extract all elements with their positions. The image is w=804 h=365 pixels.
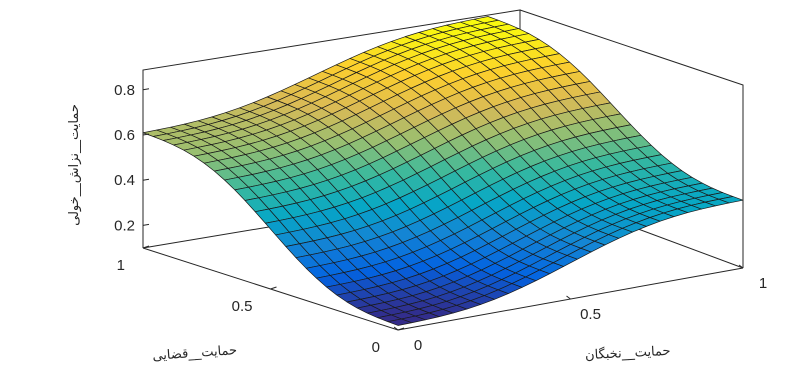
- back-pane-right: [519, 9, 744, 268]
- z-tick-label: 0.6: [114, 127, 135, 144]
- x-tick-mark: [566, 295, 571, 300]
- x-tick-label: 0: [414, 337, 422, 354]
- x-axis-label: حمایت__نخبگان: [585, 343, 671, 363]
- x-tick-mark: [393, 326, 399, 331]
- y-tick-label: 0.5: [232, 298, 253, 315]
- z-tick-mark: [142, 178, 150, 181]
- y-tick-mark: [397, 327, 405, 331]
- x-tick-label: 1: [759, 275, 767, 292]
- surface-mesh: [142, 16, 744, 326]
- surface-cell: [718, 196, 744, 204]
- x-tick-mark: [738, 264, 744, 269]
- z-tick-mark: [142, 133, 150, 136]
- z-axis-label: حمایت__نزاش__خولی: [67, 104, 82, 226]
- z-tick-label: 0.8: [114, 82, 135, 99]
- z-tick-label: 0.4: [114, 172, 135, 189]
- z-tick-mark: [142, 223, 150, 226]
- z-tick-label: 0.2: [114, 217, 135, 234]
- axis-ticks: 0.2 0.4 0.6 0.8 0 0.5 1 0 0.5 1: [114, 82, 767, 356]
- y-tick-mark: [270, 286, 277, 290]
- y-tick-label: 1: [117, 257, 125, 274]
- y-tick-mark: [142, 245, 150, 249]
- y-axis-label: حمایت__قضایی: [152, 343, 238, 364]
- y-tick-label: 0: [372, 339, 380, 356]
- z-tick-mark: [142, 88, 150, 91]
- x-tick-label: 0.5: [580, 306, 601, 323]
